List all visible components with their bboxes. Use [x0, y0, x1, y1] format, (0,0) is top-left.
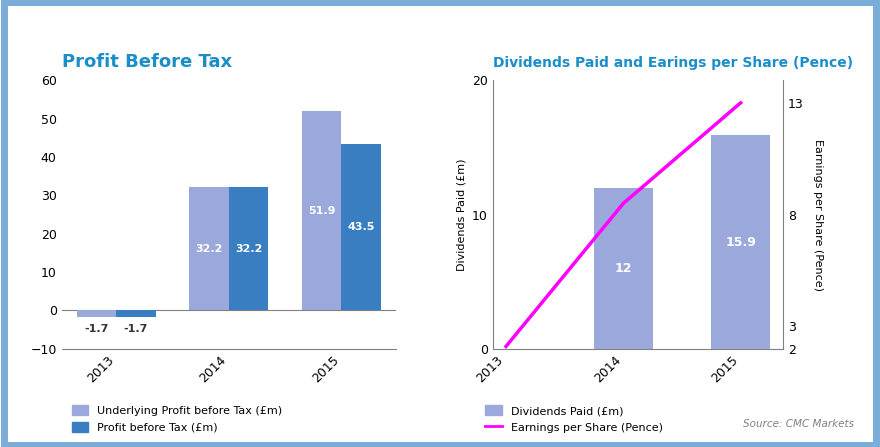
Bar — [189, 187, 229, 310]
Bar — [594, 188, 653, 349]
Text: 12: 12 — [614, 261, 632, 275]
Text: 51.9: 51.9 — [308, 206, 335, 216]
Y-axis label: Earnings per Share (Pence): Earnings per Share (Pence) — [813, 139, 824, 291]
Text: 15.9: 15.9 — [725, 236, 756, 249]
Text: -1.7: -1.7 — [84, 324, 109, 334]
Bar — [77, 310, 116, 317]
Text: 32.2: 32.2 — [235, 244, 262, 253]
Text: -1.7: -1.7 — [124, 324, 148, 334]
Text: 43.5: 43.5 — [348, 222, 375, 232]
Bar — [711, 135, 770, 349]
Bar — [229, 187, 268, 310]
Legend: Dividends Paid (£m), Earnings per Share (Pence): Dividends Paid (£m), Earnings per Share … — [480, 401, 667, 437]
Bar — [341, 143, 381, 310]
Bar — [302, 111, 341, 310]
Text: Profit Before Tax: Profit Before Tax — [62, 53, 231, 71]
Y-axis label: Dividends Paid (£m): Dividends Paid (£m) — [457, 158, 466, 271]
Bar — [116, 310, 156, 317]
Text: Source: CMC Markets: Source: CMC Markets — [743, 419, 854, 429]
Text: 32.2: 32.2 — [195, 244, 223, 253]
Legend: Underlying Profit before Tax (£m), Profit before Tax (£m): Underlying Profit before Tax (£m), Profi… — [67, 401, 287, 437]
Text: Dividends Paid and Earings per Share (Pence): Dividends Paid and Earings per Share (Pe… — [493, 55, 853, 70]
